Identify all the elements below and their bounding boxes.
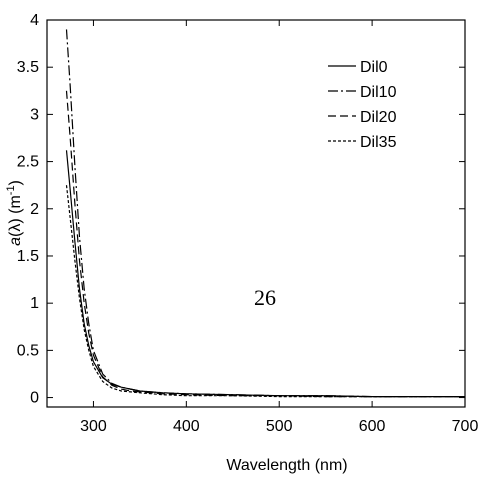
y-tick-label: 3	[30, 106, 39, 123]
legend-label-dil20: Dil20	[360, 109, 397, 126]
x-tick-label: 600	[359, 418, 386, 435]
x-tick-label: 400	[173, 418, 200, 435]
series-layer	[65, 29, 465, 398]
x-tick-label: 500	[266, 418, 293, 435]
x-axis-title: Wavelength (nm)	[226, 457, 347, 474]
legend-label-dil35: Dil35	[360, 134, 397, 151]
legend-label-dil10: Dil10	[360, 84, 397, 101]
y-tick-label: 2	[30, 201, 39, 218]
y-axis-title-italic: a	[7, 237, 24, 246]
series-line-dil10	[65, 29, 465, 398]
y-tick-label: 1.5	[17, 248, 39, 265]
y-tick-label: 4	[30, 12, 39, 29]
x-tick-label: 700	[452, 418, 479, 435]
plot-frame	[46, 19, 466, 408]
series-line-dil20	[65, 90, 465, 398]
y-tick-label: 3.5	[17, 59, 39, 76]
x-tick-label: 300	[80, 418, 107, 435]
legend-label-dil0: Dil0	[360, 59, 388, 76]
annotation-text: 26	[254, 285, 276, 310]
series-line-dil35	[65, 185, 465, 398]
axis-ticks: 300 400 500 600 700 0 0.5 1 1.5 2 2.5 3 3.5 4	[17, 12, 479, 435]
y-axis-title: a(λ) (m-1)	[5, 180, 24, 246]
legend: Dil0 Dil10 Dil20 Dil35	[328, 59, 397, 151]
series-line-dil0	[65, 150, 465, 398]
y-tick-label: 0.5	[17, 342, 39, 359]
y-tick-label: 2.5	[17, 154, 39, 171]
y-axis-title-close: )	[7, 180, 24, 185]
y-tick-label: 1	[30, 295, 39, 312]
y-axis-title-exp: -1	[5, 185, 17, 195]
y-tick-label: 0	[30, 390, 39, 407]
y-axis-title-main: (λ) (m	[7, 195, 24, 237]
